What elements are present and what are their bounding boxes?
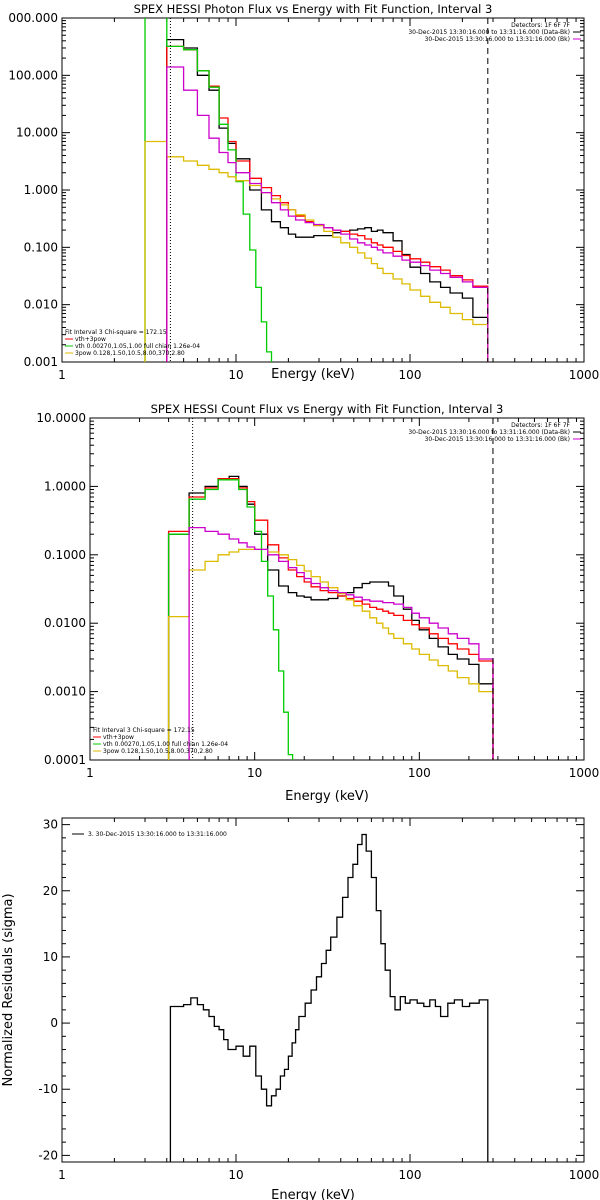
fit-legend-line: Fit Interval 3 Chi-square = 172.15 [93,727,195,734]
y-tick-label: -20 [38,1148,58,1162]
y-tick-label: 0.1000 [44,548,86,562]
plot-frame [61,17,585,363]
y-tick-label: 1.000 [24,183,58,197]
series-group [144,18,489,362]
plot-frame [61,817,585,1163]
series-vth-3pow-line [167,477,494,760]
header-line: Detectors: 1F 6F 7F [511,422,570,429]
fit-legend-line: vth+3pow [75,336,106,343]
fit-legend-line: vth 0.00270,1.05,1.00 full chian 1.26e-0… [103,741,228,748]
series-vth-line [144,18,273,362]
chart-residuals: 1 10 100 1000 Energy (keV) -20 -10 0 10 20 30 Norma… [1,817,600,1200]
y-tick-label: 10.0000 [36,411,86,425]
x-tick-label: 10 [228,368,243,382]
series-vth-line [167,479,294,760]
x-tick-label: 100 [399,1168,422,1182]
y-tick-label: 10 [43,950,58,964]
y-tick-label: 30 [43,818,58,832]
x-axis-label: Energy (keV) [285,789,369,804]
y-tick-label: 0.0010 [44,685,86,699]
y-tick-label: 100.000 [8,68,58,82]
y-tick-label: 20 [43,884,58,898]
x-tick-label: 1 [58,1168,66,1182]
plot-frame [89,417,585,761]
x-tick-label: 100 [408,766,431,780]
x-tick-label: 10 [228,1168,243,1182]
header-line: 30-Dec-2015 13:30:16.000 to 13:31:16.000… [408,429,570,436]
y-tick-label: 0.0100 [44,616,86,630]
chart-count: SPEX HESSI Count Flux vs Energy with Fit… [36,402,599,804]
fit-legend-line: 3pow 0.128,1.50,10.5,8.00,370,2.80 [103,748,213,755]
chart-title: SPEX HESSI Count Flux vs Energy with Fit… [151,402,504,416]
series-3pow-line [144,140,489,362]
x-tick-label: 10 [247,766,262,780]
y-tick-label: 0.0001 [44,753,86,767]
header-line: 30-Dec-2015 13:30:16.000 to 13:31:16.000… [408,29,570,36]
x-axis-label: Energy (keV) [271,1188,355,1200]
x-tick-label: 1000 [569,1168,600,1182]
series-data-line [166,38,489,362]
series-group [169,833,489,1162]
x-tick-label: 1000 [569,368,600,382]
x-axis-label: Energy (keV) [271,367,355,382]
header-line: 30-Dec-2015 13:30:16.000 to 13:31:16.000… [425,436,570,443]
y-tick-label: 000.000 [8,11,58,25]
y-tick-label: 0.010 [24,298,58,312]
series-3pow-line [167,548,494,760]
x-tick-label: 1000 [569,766,600,780]
y-tick-label: 0.001 [24,355,58,369]
series-residuals-line [169,833,489,1162]
chart-title: SPEX HESSI Photon Flux vs Energy with Fi… [134,2,493,16]
y-tick-label: -10 [38,1082,58,1096]
x-tick-label: 100 [399,368,422,382]
legend-text: 3. 30-Dec-2015 13:30:16.000 to 13:31:16.… [88,831,227,838]
x-tick-label: 1 [86,766,94,780]
series-background-line [166,66,489,362]
fit-legend-line: vth 0.00270,1.05,1.00 full chian 1.26e-0… [75,343,200,350]
y-tick-label: 10.000 [16,126,58,140]
header-line: 30-Dec-2015 13:30:16.000 to 13:31:16.000… [425,36,570,43]
series-group [167,475,494,760]
y-tick-label: 1.0000 [44,479,86,493]
y-tick-label: 0.100 [24,240,58,254]
fit-legend-line: 3pow 0.128,1.50,10.5,8.00,370,2.80 [75,350,185,357]
y-axis-label: Normalized Residuals (sigma) [1,893,16,1086]
series-background-line [188,526,494,760]
series-vth-3pow-line [166,45,489,362]
x-tick-label: 1 [58,368,66,382]
chart-photon: SPEX HESSI Photon Flux vs Energy with Fi… [8,2,599,382]
y-tick-label: 0 [50,1016,58,1030]
header-line: Detectors: 1F 6F 7F [511,22,570,29]
fit-legend-line: vth+3pow [103,734,134,741]
fit-legend-line: Fit Interval 3 Chi-square = 172.15 [65,329,167,336]
